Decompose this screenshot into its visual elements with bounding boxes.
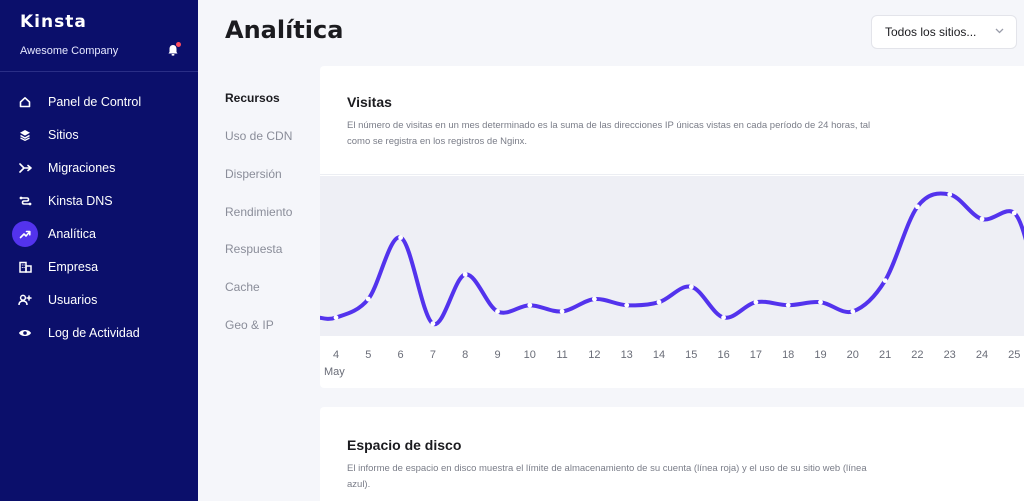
disk-space-card: Espacio de disco El informe de espacio e… xyxy=(320,407,1024,501)
page-title: Analítica xyxy=(225,16,344,44)
sidebar: Kinsta Awesome Company Panel de Control … xyxy=(0,0,198,501)
x-tick-label: 17 xyxy=(750,349,762,361)
data-point-20[interactable] xyxy=(850,308,856,314)
x-tick-label: 20 xyxy=(847,349,859,361)
data-point-24[interactable] xyxy=(979,216,985,222)
x-tick-label: 18 xyxy=(782,349,794,361)
data-point-14[interactable] xyxy=(656,299,662,305)
data-point-4[interactable] xyxy=(333,315,339,320)
bell-icon[interactable] xyxy=(166,43,180,57)
data-point-17[interactable] xyxy=(753,299,759,305)
data-point-18[interactable] xyxy=(785,302,791,308)
x-tick-label: 9 xyxy=(494,349,500,361)
visits-title: Visitas xyxy=(347,94,392,110)
migrate-icon xyxy=(12,155,38,181)
subnav-cdn-usage[interactable]: Uso de CDN xyxy=(225,129,293,143)
sidebar-item-migrations[interactable]: Migraciones xyxy=(0,153,198,183)
dns-icon xyxy=(12,188,38,214)
x-tick-label: 10 xyxy=(524,349,536,361)
visits-description: El número de visitas en un mes determina… xyxy=(347,120,871,147)
sidebar-item-company[interactable]: Empresa xyxy=(0,252,198,282)
x-tick-label: 4 xyxy=(333,349,339,361)
sidebar-item-analytics[interactable]: Analítica xyxy=(0,219,198,249)
sidebar-item-users[interactable]: Usuarios xyxy=(0,285,198,315)
chevron-down-icon xyxy=(995,28,1004,34)
card-divider xyxy=(320,174,1024,175)
visits-area-fill xyxy=(320,193,1024,336)
layers-icon xyxy=(12,122,38,148)
x-axis-month-label: May xyxy=(324,366,345,378)
data-point-22[interactable] xyxy=(915,204,920,210)
sidebar-item-label: Analítica xyxy=(48,227,96,241)
x-tick-label: 15 xyxy=(685,349,697,361)
company-name[interactable]: Awesome Company xyxy=(20,45,119,57)
x-tick-label: 21 xyxy=(879,349,891,361)
subnav-geo-ip[interactable]: Geo & IP xyxy=(225,318,274,332)
data-point-8[interactable] xyxy=(462,272,468,277)
data-point-19[interactable] xyxy=(818,299,823,305)
trending-up-icon xyxy=(12,221,38,247)
data-point-23[interactable] xyxy=(947,192,953,197)
sidebar-item-label: Migraciones xyxy=(48,161,116,175)
home-icon xyxy=(12,89,38,115)
x-tick-label: 11 xyxy=(556,349,567,361)
sidebar-item-sites[interactable]: Sitios xyxy=(0,120,198,150)
sidebar-item-dashboard[interactable]: Panel de Control xyxy=(0,87,198,117)
data-point-13[interactable] xyxy=(624,302,630,308)
subnav-cache[interactable]: Cache xyxy=(225,280,260,294)
x-tick-label: 16 xyxy=(717,349,729,361)
kinsta-logo[interactable]: Kinsta xyxy=(20,12,87,32)
disk-space-title: Espacio de disco xyxy=(347,437,462,453)
x-tick-label: 14 xyxy=(653,349,665,361)
x-tick-label: 23 xyxy=(944,349,956,361)
subnav-performance[interactable]: Rendimiento xyxy=(225,205,293,219)
data-point-6[interactable] xyxy=(398,235,403,240)
data-point-25[interactable] xyxy=(1011,210,1017,216)
sidebar-item-label: Kinsta DNS xyxy=(48,194,113,208)
data-point-5[interactable] xyxy=(365,296,371,302)
site-select-dropdown[interactable]: Todos los sitios... xyxy=(871,15,1017,49)
building-icon xyxy=(12,254,38,280)
sidebar-item-label: Usuarios xyxy=(48,293,98,307)
disk-space-description: El informe de espacio en disco muestra e… xyxy=(347,463,867,490)
data-point-12[interactable] xyxy=(592,296,597,302)
x-tick-label: 12 xyxy=(588,349,600,361)
x-tick-label: 6 xyxy=(398,349,404,361)
sidebar-divider xyxy=(0,71,198,72)
x-tick-label: 13 xyxy=(621,349,633,361)
x-tick-label: 7 xyxy=(430,349,436,361)
sidebar-item-label: Panel de Control xyxy=(48,95,142,109)
user-plus-icon xyxy=(12,287,38,313)
subnav-resources[interactable]: Recursos xyxy=(225,91,280,105)
x-tick-label: 19 xyxy=(814,349,826,361)
subnav-response[interactable]: Respuesta xyxy=(225,242,283,256)
x-tick-label: 8 xyxy=(462,349,468,361)
visits-chart: 4 5 6 7 8 9 10 11 12 13 14 15 16 17 18 19 20 21 22 23 24 25 M… xyxy=(320,176,1024,378)
sidebar-item-label: Log de Actividad xyxy=(48,326,140,340)
data-point-21[interactable] xyxy=(882,278,888,284)
eye-icon xyxy=(12,320,38,346)
data-point-10[interactable] xyxy=(527,302,533,308)
subnav-dispersion[interactable]: Dispersión xyxy=(225,167,282,181)
data-point-9[interactable] xyxy=(495,308,500,314)
x-tick-label: 25 xyxy=(1008,349,1020,361)
sidebar-item-label: Empresa xyxy=(48,260,99,274)
sidebar-item-label: Sitios xyxy=(48,128,79,142)
notification-badge xyxy=(176,42,181,47)
data-point-11[interactable] xyxy=(559,308,565,314)
site-select-value: Todos los sitios... xyxy=(885,25,977,39)
data-point-15[interactable] xyxy=(688,284,694,290)
sidebar-item-activity-log[interactable]: Log de Actividad xyxy=(0,318,198,348)
sidebar-item-dns[interactable]: Kinsta DNS xyxy=(0,186,198,216)
x-tick-label: 5 xyxy=(365,349,371,361)
x-tick-label: 24 xyxy=(976,349,988,361)
x-tick-label: 22 xyxy=(911,349,923,361)
data-point-16[interactable] xyxy=(721,315,726,320)
data-point-7[interactable] xyxy=(430,321,436,327)
